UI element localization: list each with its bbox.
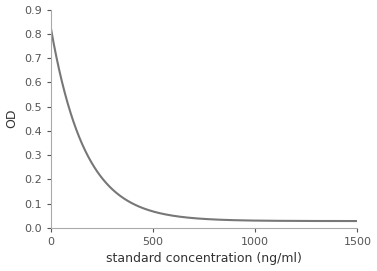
Y-axis label: OD: OD: [6, 109, 18, 128]
X-axis label: standard concentration (ng/ml): standard concentration (ng/ml): [106, 253, 302, 265]
